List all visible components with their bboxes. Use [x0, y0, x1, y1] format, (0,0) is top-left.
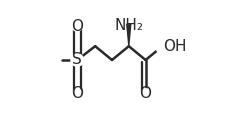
Circle shape	[122, 10, 135, 23]
Text: O: O	[71, 19, 83, 34]
Text: O: O	[139, 86, 151, 101]
Circle shape	[71, 54, 83, 66]
Polygon shape	[126, 22, 130, 46]
Text: O: O	[71, 86, 83, 101]
Circle shape	[140, 89, 150, 98]
Text: OH: OH	[162, 39, 186, 54]
Circle shape	[72, 89, 82, 98]
Circle shape	[72, 22, 82, 31]
Text: NH₂: NH₂	[114, 18, 143, 33]
Circle shape	[155, 39, 169, 53]
Text: S: S	[72, 53, 82, 67]
